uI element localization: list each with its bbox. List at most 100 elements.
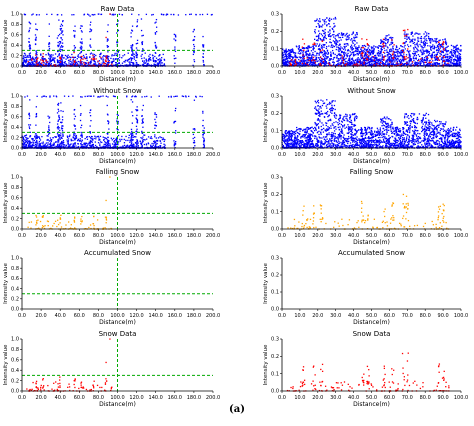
point-clutter: [28, 126, 31, 128]
point-clutter: [403, 33, 406, 35]
point-clutter: [158, 62, 160, 64]
point-clutter: [107, 62, 110, 64]
point-clutter: [68, 62, 70, 64]
point-clutter: [155, 116, 158, 118]
point-clutter: [177, 14, 180, 16]
point-clutter: [99, 55, 101, 58]
point-clutter: [366, 62, 368, 64]
point-clutter: [317, 20, 320, 22]
point-clutter: [140, 143, 142, 146]
point-clutter: [330, 51, 332, 53]
point-snow: [36, 222, 38, 224]
point-clutter: [57, 104, 59, 106]
point-clutter: [106, 30, 109, 33]
point-clutter: [130, 137, 132, 139]
point-clutter: [291, 50, 293, 52]
point-clutter: [400, 58, 402, 61]
point-clutter: [327, 34, 330, 36]
point-clutter: [315, 26, 318, 28]
point-clutter: [351, 38, 353, 40]
point-clutter: [115, 139, 117, 141]
point-clutter: [106, 146, 108, 148]
point-clutter: [88, 141, 90, 143]
point-clutter: [62, 135, 64, 138]
point-clutter: [354, 40, 356, 42]
point-snow: [110, 389, 112, 392]
point-clutter: [122, 146, 124, 148]
point-snow: [101, 386, 103, 389]
point-clutter: [79, 64, 81, 66]
point-clutter: [73, 124, 75, 126]
point-clutter: [59, 60, 62, 62]
x-tick-label: 200.0: [206, 152, 220, 158]
point-clutter: [379, 55, 381, 57]
point-clutter: [28, 53, 31, 55]
point-clutter: [29, 54, 31, 57]
point-clutter: [312, 52, 314, 54]
point-clutter: [351, 33, 353, 36]
point-clutter: [103, 61, 105, 64]
point-clutter: [111, 61, 113, 63]
point-clutter: [384, 43, 387, 45]
point-clutter: [61, 46, 63, 48]
point-clutter: [29, 136, 31, 138]
point-clutter: [35, 141, 37, 144]
x-tick-label: 40.0: [55, 395, 66, 401]
point-clutter: [348, 49, 350, 52]
point-clutter: [309, 61, 311, 63]
point-clutter: [313, 38, 316, 40]
point-snow: [99, 386, 101, 389]
y-axis-label: Intensity value: [3, 182, 9, 223]
point-clutter: [419, 63, 422, 66]
point-clutter: [27, 137, 29, 140]
point-clutter: [419, 62, 421, 65]
point-clutter: [371, 57, 373, 59]
point-clutter: [141, 132, 143, 134]
point-clutter: [151, 54, 154, 56]
point-clutter: [337, 53, 340, 55]
point-clutter: [411, 40, 414, 43]
point-clutter: [35, 14, 38, 16]
point-clutter: [425, 59, 427, 61]
point-clutter: [357, 47, 359, 49]
point-clutter: [21, 63, 24, 65]
point-clutter: [423, 37, 425, 39]
point-clutter: [293, 63, 296, 65]
point-clutter: [283, 59, 285, 61]
point-clutter: [79, 114, 82, 116]
point-clutter: [152, 13, 154, 16]
point-clutter: [391, 57, 393, 60]
point-clutter: [374, 55, 376, 57]
point-clutter: [131, 130, 133, 133]
point-clutter: [141, 137, 143, 140]
point-clutter: [193, 59, 195, 61]
point-clutter: [102, 58, 105, 60]
point-clutter: [48, 48, 51, 50]
point-clutter: [339, 48, 341, 50]
point-clutter: [379, 63, 381, 65]
point-clutter: [417, 40, 420, 43]
point-clutter: [154, 33, 157, 35]
point-clutter: [352, 64, 355, 66]
point-clutter: [383, 41, 385, 43]
y-tick-label: 0.6: [11, 358, 19, 364]
point-clutter: [119, 146, 121, 148]
point-clutter: [454, 56, 456, 58]
point-clutter: [27, 63, 29, 66]
point-clutter: [305, 60, 307, 62]
point-clutter: [325, 61, 327, 63]
point-snow: [93, 58, 95, 60]
point-clutter: [36, 51, 38, 54]
point-clutter: [119, 56, 121, 58]
point-clutter: [135, 59, 137, 62]
point-clutter: [24, 139, 26, 141]
point-clutter: [158, 55, 160, 57]
point-clutter: [116, 113, 118, 116]
point-clutter: [288, 54, 290, 57]
point-clutter: [307, 61, 309, 63]
point-snow: [93, 227, 95, 229]
point-clutter: [322, 54, 324, 56]
point-clutter: [135, 145, 137, 147]
point-clutter: [94, 62, 97, 64]
point-clutter: [52, 57, 54, 59]
